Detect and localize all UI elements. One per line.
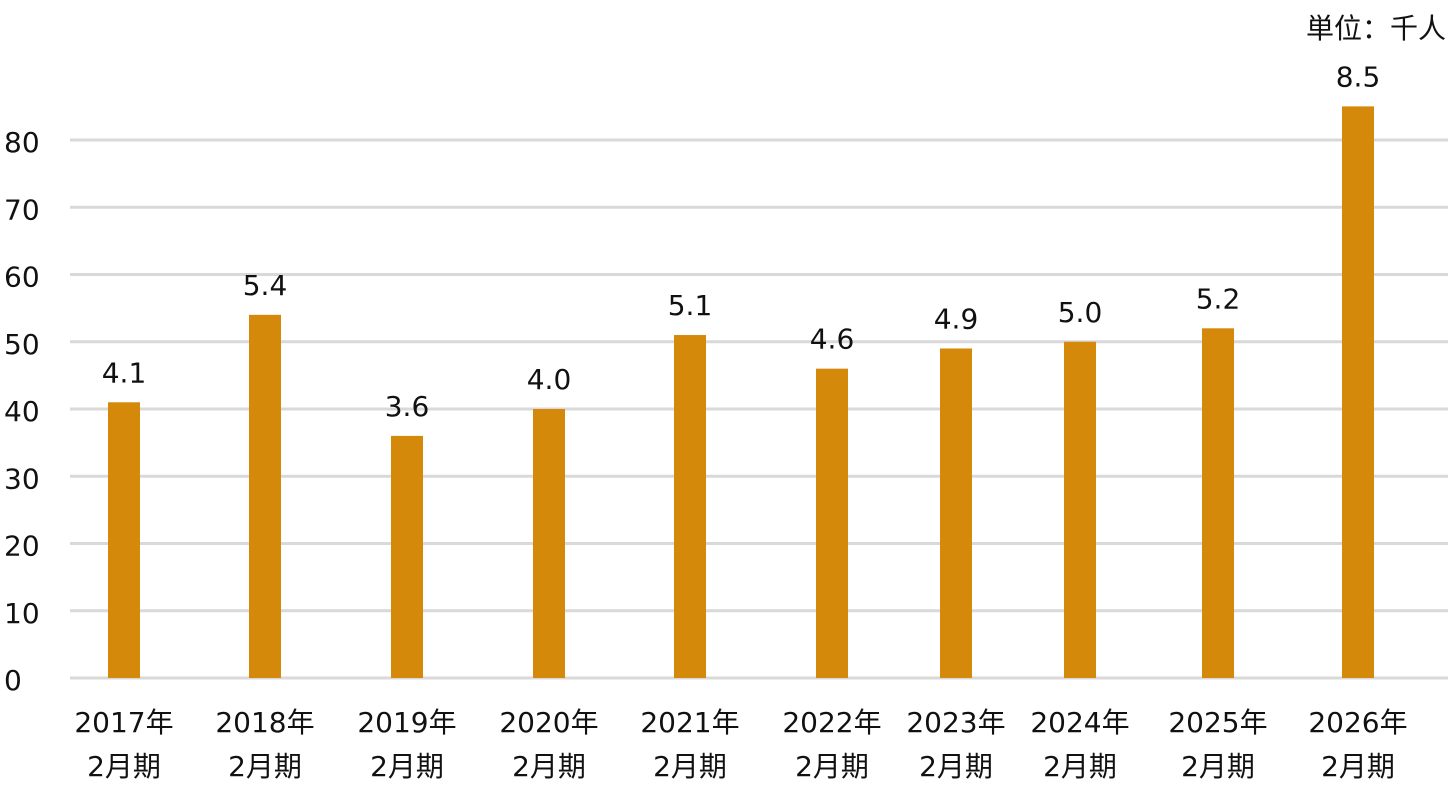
data-label: 5.0 [1058,296,1103,329]
y-tick-label: 20 [4,530,40,563]
x-tick-label: 2025年 [1168,706,1267,739]
x-tick-label: 2024年 [1030,706,1129,739]
data-label: 3.6 [385,390,430,423]
x-tick-label: 2026年 [1308,706,1407,739]
data-label: 4.6 [810,323,855,356]
y-tick-label: 70 [4,193,40,226]
x-tick-label: 2月期 [1321,750,1395,783]
data-label: 5.2 [1196,282,1241,315]
y-tick-label: 10 [4,597,40,630]
bar [1202,328,1234,678]
x-tick-label: 2月期 [1043,750,1117,783]
x-tick-label: 2月期 [370,750,444,783]
x-tick-label: 2月期 [653,750,727,783]
y-tick-label: 0 [4,664,22,697]
bar [249,314,281,678]
data-label: 4.0 [527,363,572,396]
x-tick-label: 2月期 [228,750,302,783]
data-label: 8.5 [1336,60,1381,93]
bar [391,435,423,678]
bar [533,409,565,678]
x-tick-label: 2019年 [357,706,456,739]
x-tick-label: 2月期 [87,750,161,783]
data-label: 5.4 [243,269,288,302]
x-tick-label: 2017年 [74,706,173,739]
data-label: 4.1 [102,356,147,389]
unit-label: 単位：千人 [1306,12,1446,45]
y-tick-label: 50 [4,328,40,361]
x-tick-label: 2月期 [919,750,993,783]
x-tick-label: 2022年 [782,706,881,739]
x-tick-label: 2月期 [795,750,869,783]
bar [108,402,140,678]
y-tick-label: 80 [4,126,40,159]
y-tick-label: 60 [4,261,40,294]
bar [674,335,706,678]
y-tick-label: 30 [4,462,40,495]
x-tick-label: 2021年 [640,706,739,739]
data-label: 4.9 [934,302,979,335]
bar [940,348,972,678]
data-label: 5.1 [668,289,713,322]
bar [1064,341,1096,678]
y-tick-label: 40 [4,395,40,428]
bar [816,368,848,678]
x-tick-label: 2018年 [215,706,314,739]
bar [1342,106,1374,678]
x-tick-label: 2020年 [499,706,598,739]
x-tick-label: 2023年 [906,706,1005,739]
x-tick-label: 2月期 [512,750,586,783]
x-tick-label: 2月期 [1181,750,1255,783]
